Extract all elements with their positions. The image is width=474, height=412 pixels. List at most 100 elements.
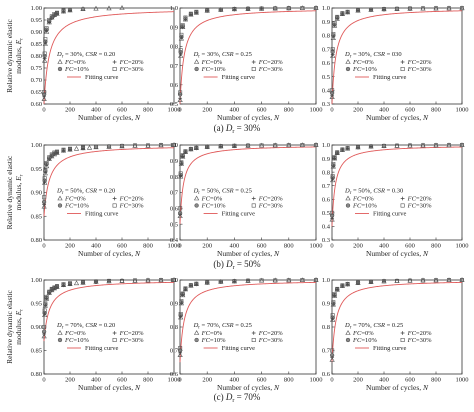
data-point — [180, 292, 185, 297]
y-tick-label: 0.7 — [322, 183, 331, 190]
data-point — [183, 15, 188, 20]
panel-r0-c0: 0 200 400 600 800 10000.600.650.700.750.800.8… — [31, 5, 181, 122]
series-triangle — [329, 142, 465, 222]
data-point — [381, 279, 386, 284]
legend-label: FC=20% — [119, 59, 144, 66]
x-tick-label: 1000 — [310, 377, 323, 384]
x-axis-label: Number of cycles, N — [366, 249, 429, 258]
data-point — [43, 37, 48, 42]
legend-label: FC=0% — [64, 330, 86, 337]
x-tick-label: 800 — [431, 107, 441, 114]
series-plus — [178, 6, 264, 101]
x-tick-label: 800 — [284, 243, 294, 250]
x-tick-label: 400 — [379, 107, 389, 114]
data-point — [246, 278, 251, 283]
legend-fit-label: Fitting curve — [373, 74, 407, 81]
y-tick-label: 0.8 — [322, 324, 330, 331]
y-tick-label: 0.9 — [322, 19, 330, 26]
condition-label: Dr = 70%, CSR = 0.20 — [56, 322, 115, 330]
data-point — [68, 8, 72, 13]
legend-label: FC=20% — [258, 59, 283, 66]
data-point — [81, 280, 86, 285]
y-tick-label: 0.9 — [170, 24, 178, 31]
data-point — [330, 355, 335, 360]
data-point — [43, 40, 48, 45]
data-point — [94, 279, 99, 284]
x-tick-label: 1000 — [456, 107, 469, 114]
legend-marker-square — [400, 67, 405, 72]
data-point — [335, 14, 340, 19]
x-tick-label: 200 — [353, 377, 363, 384]
subfigure-caption: (b) Dr = 50% — [213, 259, 261, 271]
fitting-curve — [43, 147, 175, 217]
data-point — [107, 278, 112, 283]
data-point — [368, 279, 373, 284]
data-point — [330, 35, 336, 40]
y-tick-label: 0.9 — [170, 158, 178, 165]
legend-marker-circle — [57, 203, 63, 208]
y-tick-label: 0.85 — [31, 348, 42, 355]
y-tick-label: 0.85 — [31, 41, 42, 48]
data-point — [178, 350, 183, 355]
y-tick-label: 0.8 — [170, 324, 178, 331]
y-tick-label: 0.7 — [170, 348, 179, 355]
legend-marker-square — [400, 203, 405, 208]
x-tick-label: 0 — [42, 243, 45, 250]
data-point — [218, 279, 223, 284]
series-square — [178, 143, 318, 211]
data-point — [355, 280, 360, 285]
data-point — [420, 278, 425, 283]
legend-marker-square — [251, 67, 256, 72]
y-tick-label: 0.90 — [31, 29, 42, 36]
legend-marker-plus — [251, 60, 256, 64]
data-point — [178, 90, 183, 95]
fitting-curve — [179, 281, 317, 363]
data-point — [47, 289, 52, 294]
data-point — [340, 147, 345, 152]
data-point — [394, 143, 399, 148]
legend-marker-square — [400, 337, 405, 342]
data-point — [178, 346, 183, 351]
y-tick-label: 1.00 — [31, 277, 42, 284]
y-tick-label: 0.85 — [31, 213, 42, 220]
data-point — [300, 143, 305, 148]
legend-label: FC=10% — [352, 203, 377, 210]
legend-marker-square — [251, 203, 256, 208]
x-tick-label: 400 — [230, 377, 240, 384]
data-point — [273, 6, 278, 11]
x-axis-label: Number of cycles, N — [217, 113, 280, 122]
data-point — [273, 6, 278, 11]
y-tick-label: 0.95 — [31, 166, 42, 173]
legend-label: FC=0% — [201, 330, 223, 337]
data-point — [330, 216, 335, 221]
x-tick-label: 600 — [405, 243, 415, 250]
data-point — [331, 300, 336, 305]
x-tick-label: 200 — [65, 377, 75, 384]
data-point — [93, 144, 99, 150]
y-tick-label: 0.90 — [31, 190, 42, 197]
data-point — [61, 283, 66, 288]
legend-label: FC=10% — [201, 66, 226, 73]
series-square — [330, 6, 464, 93]
legend-marker-plus — [251, 196, 256, 201]
data-point — [47, 17, 52, 22]
data-point — [177, 97, 183, 102]
legend-marker-triangle — [57, 330, 63, 335]
y-tick-label: 0.3 — [322, 237, 330, 244]
fitting-curve — [331, 146, 463, 227]
y-axis-label: Relative dynamic elastic modulus, Er — [5, 18, 25, 92]
data-point — [42, 308, 47, 313]
x-tick-label: 600 — [405, 377, 415, 384]
data-point — [218, 7, 223, 12]
y-axis-label-line2: modulus, Er — [14, 174, 25, 210]
legend-fit-label: Fitting curve — [85, 74, 119, 81]
x-tick-label: 0 — [330, 377, 333, 384]
plot-frame — [331, 144, 463, 241]
y-axis-label: Relative dynamic elastic modulus, Er — [5, 289, 25, 363]
data-point — [55, 150, 59, 155]
data-point — [300, 277, 305, 282]
x-axis-label: Number of cycles, N — [78, 383, 141, 392]
y-tick-label: 0.60 — [31, 101, 42, 108]
data-point — [433, 6, 438, 11]
